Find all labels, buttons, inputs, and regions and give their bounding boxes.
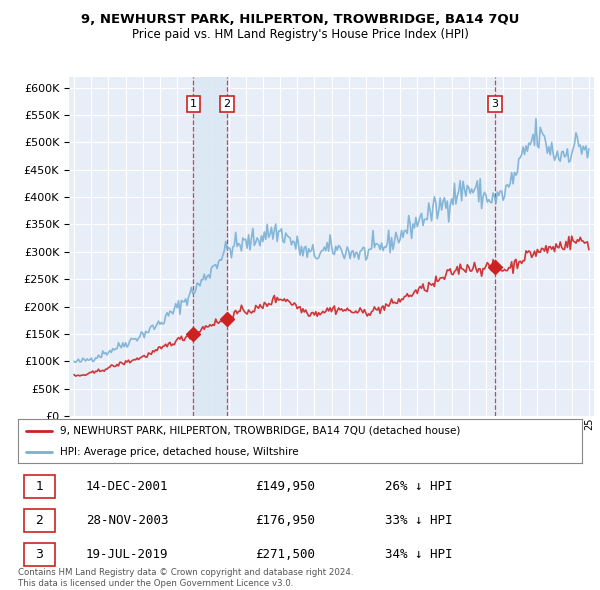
Text: 2: 2 xyxy=(35,514,43,527)
Text: HPI: Average price, detached house, Wiltshire: HPI: Average price, detached house, Wilt… xyxy=(60,447,299,457)
Text: 34% ↓ HPI: 34% ↓ HPI xyxy=(385,548,452,560)
Text: 14-DEC-2001: 14-DEC-2001 xyxy=(86,480,168,493)
FancyBboxPatch shape xyxy=(23,475,55,498)
Text: 2: 2 xyxy=(223,99,230,109)
Text: 1: 1 xyxy=(190,99,197,109)
Text: £271,500: £271,500 xyxy=(255,548,315,560)
Text: 3: 3 xyxy=(491,99,499,109)
FancyBboxPatch shape xyxy=(23,543,55,566)
Text: 19-JUL-2019: 19-JUL-2019 xyxy=(86,548,168,560)
Text: 28-NOV-2003: 28-NOV-2003 xyxy=(86,514,168,527)
Text: 1: 1 xyxy=(35,480,43,493)
Text: 9, NEWHURST PARK, HILPERTON, TROWBRIDGE, BA14 7QU (detached house): 9, NEWHURST PARK, HILPERTON, TROWBRIDGE,… xyxy=(60,426,461,436)
Text: £176,950: £176,950 xyxy=(255,514,315,527)
Text: 26% ↓ HPI: 26% ↓ HPI xyxy=(385,480,452,493)
Text: 3: 3 xyxy=(35,548,43,560)
Text: Contains HM Land Registry data © Crown copyright and database right 2024.
This d: Contains HM Land Registry data © Crown c… xyxy=(18,568,353,588)
Text: 9, NEWHURST PARK, HILPERTON, TROWBRIDGE, BA14 7QU: 9, NEWHURST PARK, HILPERTON, TROWBRIDGE,… xyxy=(81,13,519,26)
Bar xyxy=(193,77,227,416)
Text: 33% ↓ HPI: 33% ↓ HPI xyxy=(385,514,452,527)
Text: £149,950: £149,950 xyxy=(255,480,315,493)
FancyBboxPatch shape xyxy=(23,509,55,532)
Text: Price paid vs. HM Land Registry's House Price Index (HPI): Price paid vs. HM Land Registry's House … xyxy=(131,28,469,41)
